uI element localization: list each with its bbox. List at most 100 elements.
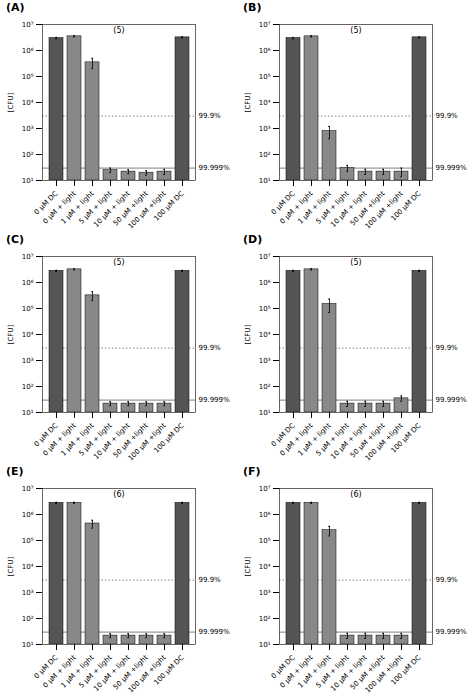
svg-text:10³: 10³ <box>22 589 34 597</box>
svg-text:10²: 10² <box>259 383 271 391</box>
svg-text:10⁴: 10⁴ <box>22 99 34 107</box>
svg-text:[CFU]: [CFU] <box>244 92 252 112</box>
svg-text:10 μM + light: 10 μM + light <box>329 653 369 693</box>
svg-text:10⁷: 10⁷ <box>259 21 271 29</box>
svg-text:10⁵: 10⁵ <box>259 305 271 313</box>
svg-text:10⁷: 10⁷ <box>22 253 34 261</box>
svg-text:0 μM + light: 0 μM + light <box>41 421 78 458</box>
svg-text:10³: 10³ <box>259 357 271 365</box>
svg-text:10⁵: 10⁵ <box>22 305 34 313</box>
svg-text:50 μM +light: 50 μM +light <box>348 653 387 692</box>
svg-text:10⁶: 10⁶ <box>22 47 34 55</box>
svg-text:10 μM + light: 10 μM + light <box>92 421 132 461</box>
svg-text:5 μM + light: 5 μM + light <box>77 189 114 226</box>
svg-text:10²: 10² <box>22 151 34 159</box>
svg-text:10⁶: 10⁶ <box>22 511 34 519</box>
svg-text:10¹: 10¹ <box>259 409 271 417</box>
svg-text:50 μM +light: 50 μM +light <box>111 421 150 460</box>
svg-text:10⁶: 10⁶ <box>259 511 271 519</box>
svg-text:1 μM + light: 1 μM + light <box>59 189 96 226</box>
svg-text:10⁴: 10⁴ <box>259 563 271 571</box>
svg-text:[CFU]: [CFU] <box>7 324 15 344</box>
svg-text:99.999%: 99.999% <box>436 396 467 404</box>
svg-text:(6): (6) <box>113 490 124 499</box>
svg-text:0 μM + light: 0 μM + light <box>41 653 78 690</box>
svg-text:100 μM DC: 100 μM DC <box>390 654 423 687</box>
svg-text:10¹: 10¹ <box>22 177 34 185</box>
svg-text:5 μM + light: 5 μM + light <box>314 421 351 458</box>
svg-text:10³: 10³ <box>259 589 271 597</box>
svg-text:10⁴: 10⁴ <box>259 331 271 339</box>
svg-text:5 μM + light: 5 μM + light <box>77 653 114 690</box>
svg-text:10⁷: 10⁷ <box>22 485 34 493</box>
svg-text:99.9%: 99.9% <box>199 344 222 352</box>
svg-text:(5): (5) <box>350 258 361 267</box>
svg-text:99.9%: 99.9% <box>436 576 459 584</box>
svg-text:50 μM +light: 50 μM +light <box>348 189 387 228</box>
svg-text:99.9%: 99.9% <box>436 112 459 120</box>
svg-text:10⁴: 10⁴ <box>22 563 34 571</box>
svg-text:99.999%: 99.999% <box>436 164 467 172</box>
svg-text:10 μM + light: 10 μM + light <box>329 189 369 229</box>
svg-text:1 μM + light: 1 μM + light <box>296 421 333 458</box>
svg-text:10⁵: 10⁵ <box>259 73 271 81</box>
svg-text:0 μM + light: 0 μM + light <box>278 653 315 690</box>
svg-text:0 μM + light: 0 μM + light <box>41 189 78 226</box>
svg-text:[CFU]: [CFU] <box>244 324 252 344</box>
svg-text:[CFU]: [CFU] <box>7 92 15 112</box>
svg-text:10 μM + light: 10 μM + light <box>92 653 132 693</box>
svg-text:5 μM + light: 5 μM + light <box>314 189 351 226</box>
svg-text:(5): (5) <box>350 26 361 35</box>
svg-text:100 μM DC: 100 μM DC <box>153 654 186 687</box>
svg-text:10²: 10² <box>22 615 34 623</box>
svg-text:100 μM DC: 100 μM DC <box>390 190 423 223</box>
svg-text:10³: 10³ <box>259 125 271 133</box>
svg-text:0 μM + light: 0 μM + light <box>278 189 315 226</box>
svg-text:10²: 10² <box>259 151 271 159</box>
svg-text:0 μM + light: 0 μM + light <box>278 421 315 458</box>
svg-text:1 μM + light: 1 μM + light <box>296 189 333 226</box>
svg-text:50 μM +light: 50 μM +light <box>111 189 150 228</box>
svg-text:100 μM DC: 100 μM DC <box>390 422 423 455</box>
svg-text:10⁷: 10⁷ <box>22 21 34 29</box>
svg-text:99.9%: 99.9% <box>199 112 222 120</box>
svg-text:10⁶: 10⁶ <box>259 47 271 55</box>
svg-text:10 μM + light: 10 μM + light <box>92 189 132 229</box>
svg-text:(5): (5) <box>113 258 124 267</box>
svg-text:10⁵: 10⁵ <box>259 537 271 545</box>
svg-text:10⁵: 10⁵ <box>22 73 34 81</box>
svg-text:10¹: 10¹ <box>22 409 34 417</box>
svg-text:10³: 10³ <box>22 125 34 133</box>
svg-text:10²: 10² <box>22 383 34 391</box>
svg-text:99.999%: 99.999% <box>199 396 230 404</box>
svg-text:10²: 10² <box>259 615 271 623</box>
svg-text:10¹: 10¹ <box>22 641 34 649</box>
svg-text:50 μM +light: 50 μM +light <box>348 421 387 460</box>
svg-text:1 μM + light: 1 μM + light <box>59 421 96 458</box>
svg-text:99.9%: 99.9% <box>436 344 459 352</box>
svg-text:10⁴: 10⁴ <box>22 331 34 339</box>
svg-text:10⁵: 10⁵ <box>22 537 34 545</box>
svg-text:99.999%: 99.999% <box>199 164 230 172</box>
svg-text:[CFU]: [CFU] <box>244 556 252 576</box>
svg-text:10¹: 10¹ <box>259 641 271 649</box>
svg-text:99.999%: 99.999% <box>199 628 230 636</box>
svg-text:10⁶: 10⁶ <box>259 279 271 287</box>
svg-text:10⁷: 10⁷ <box>259 485 271 493</box>
svg-text:99.999%: 99.999% <box>436 628 467 636</box>
svg-text:[CFU]: [CFU] <box>7 556 15 576</box>
svg-text:1 μM + light: 1 μM + light <box>59 653 96 690</box>
svg-text:(5): (5) <box>113 26 124 35</box>
svg-text:(6): (6) <box>350 490 361 499</box>
svg-text:99.9%: 99.9% <box>199 576 222 584</box>
svg-text:100 μM DC: 100 μM DC <box>153 422 186 455</box>
svg-text:10³: 10³ <box>22 357 34 365</box>
svg-text:10⁶: 10⁶ <box>22 279 34 287</box>
svg-text:10¹: 10¹ <box>259 177 271 185</box>
svg-text:10⁷: 10⁷ <box>259 253 271 261</box>
svg-text:10⁴: 10⁴ <box>259 99 271 107</box>
svg-text:10 μM + light: 10 μM + light <box>329 421 369 461</box>
svg-text:50 μM +light: 50 μM +light <box>111 653 150 692</box>
svg-text:5 μM + light: 5 μM + light <box>77 421 114 458</box>
svg-text:100 μM DC: 100 μM DC <box>153 190 186 223</box>
